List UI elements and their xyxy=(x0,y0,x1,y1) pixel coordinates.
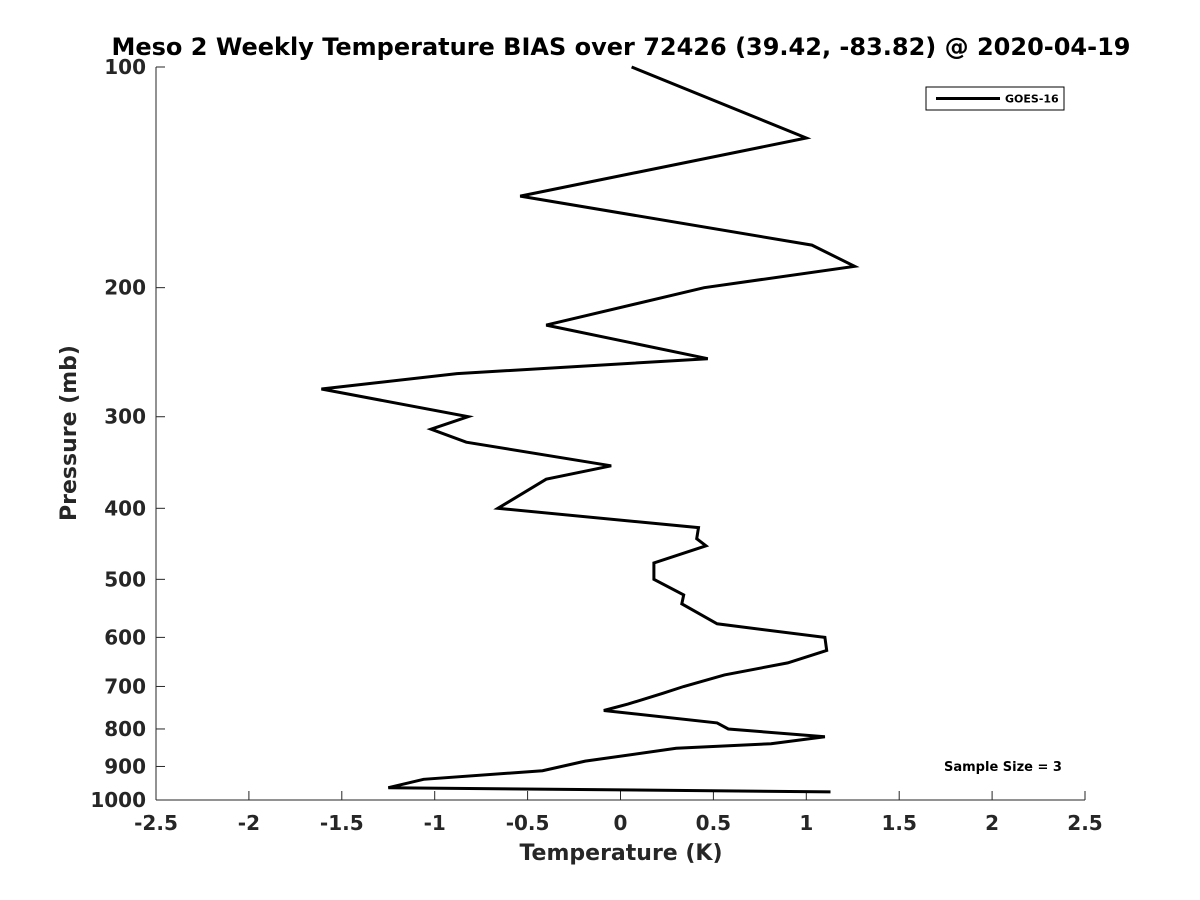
y-axis-ticks: 100 200 300 400 500 600 700 800 900 1000 xyxy=(90,55,165,812)
y-tick-label: 400 xyxy=(104,496,146,520)
y-tick-label: 1000 xyxy=(90,788,146,812)
y-tick-label: 300 xyxy=(104,405,146,429)
x-tick-label: 0.5 xyxy=(696,811,731,835)
y-tick-label: 800 xyxy=(104,717,146,741)
x-tick-label: -1 xyxy=(424,811,446,835)
x-tick-label: 1 xyxy=(799,811,813,835)
y-tick-label: 600 xyxy=(104,625,146,649)
chart-title: Meso 2 Weekly Temperature BIAS over 7242… xyxy=(111,33,1130,61)
sample-size-annotation: Sample Size = 3 xyxy=(944,760,1062,775)
x-axis-label: Temperature (K) xyxy=(519,841,722,866)
series-layer xyxy=(321,65,860,794)
x-tick-label: 0 xyxy=(614,811,628,835)
x-tick-label: 2 xyxy=(985,811,999,835)
y-tick-label: 200 xyxy=(104,276,146,300)
x-tick-label: -1.5 xyxy=(320,811,364,835)
series-line-goes-16 xyxy=(321,65,860,794)
x-tick-label: -2.5 xyxy=(134,811,178,835)
y-axis-label: Pressure (mb) xyxy=(57,345,82,521)
y-tick-label: 900 xyxy=(104,754,146,778)
y-tick-label: 100 xyxy=(104,55,146,79)
x-tick-label: -0.5 xyxy=(506,811,550,835)
y-tick-label: 700 xyxy=(104,674,146,698)
x-tick-label: 2.5 xyxy=(1067,811,1102,835)
legend: GOES-16 xyxy=(925,86,1065,111)
x-tick-label: -2 xyxy=(238,811,260,835)
legend-label: GOES-16 xyxy=(1005,93,1059,106)
y-tick-label: 500 xyxy=(104,567,146,591)
x-tick-label: 1.5 xyxy=(881,811,916,835)
x-axis-ticks: -2.5 -2 -1.5 -1 -0.5 0 0.5 1 1.5 2 2.5 xyxy=(134,791,1103,835)
